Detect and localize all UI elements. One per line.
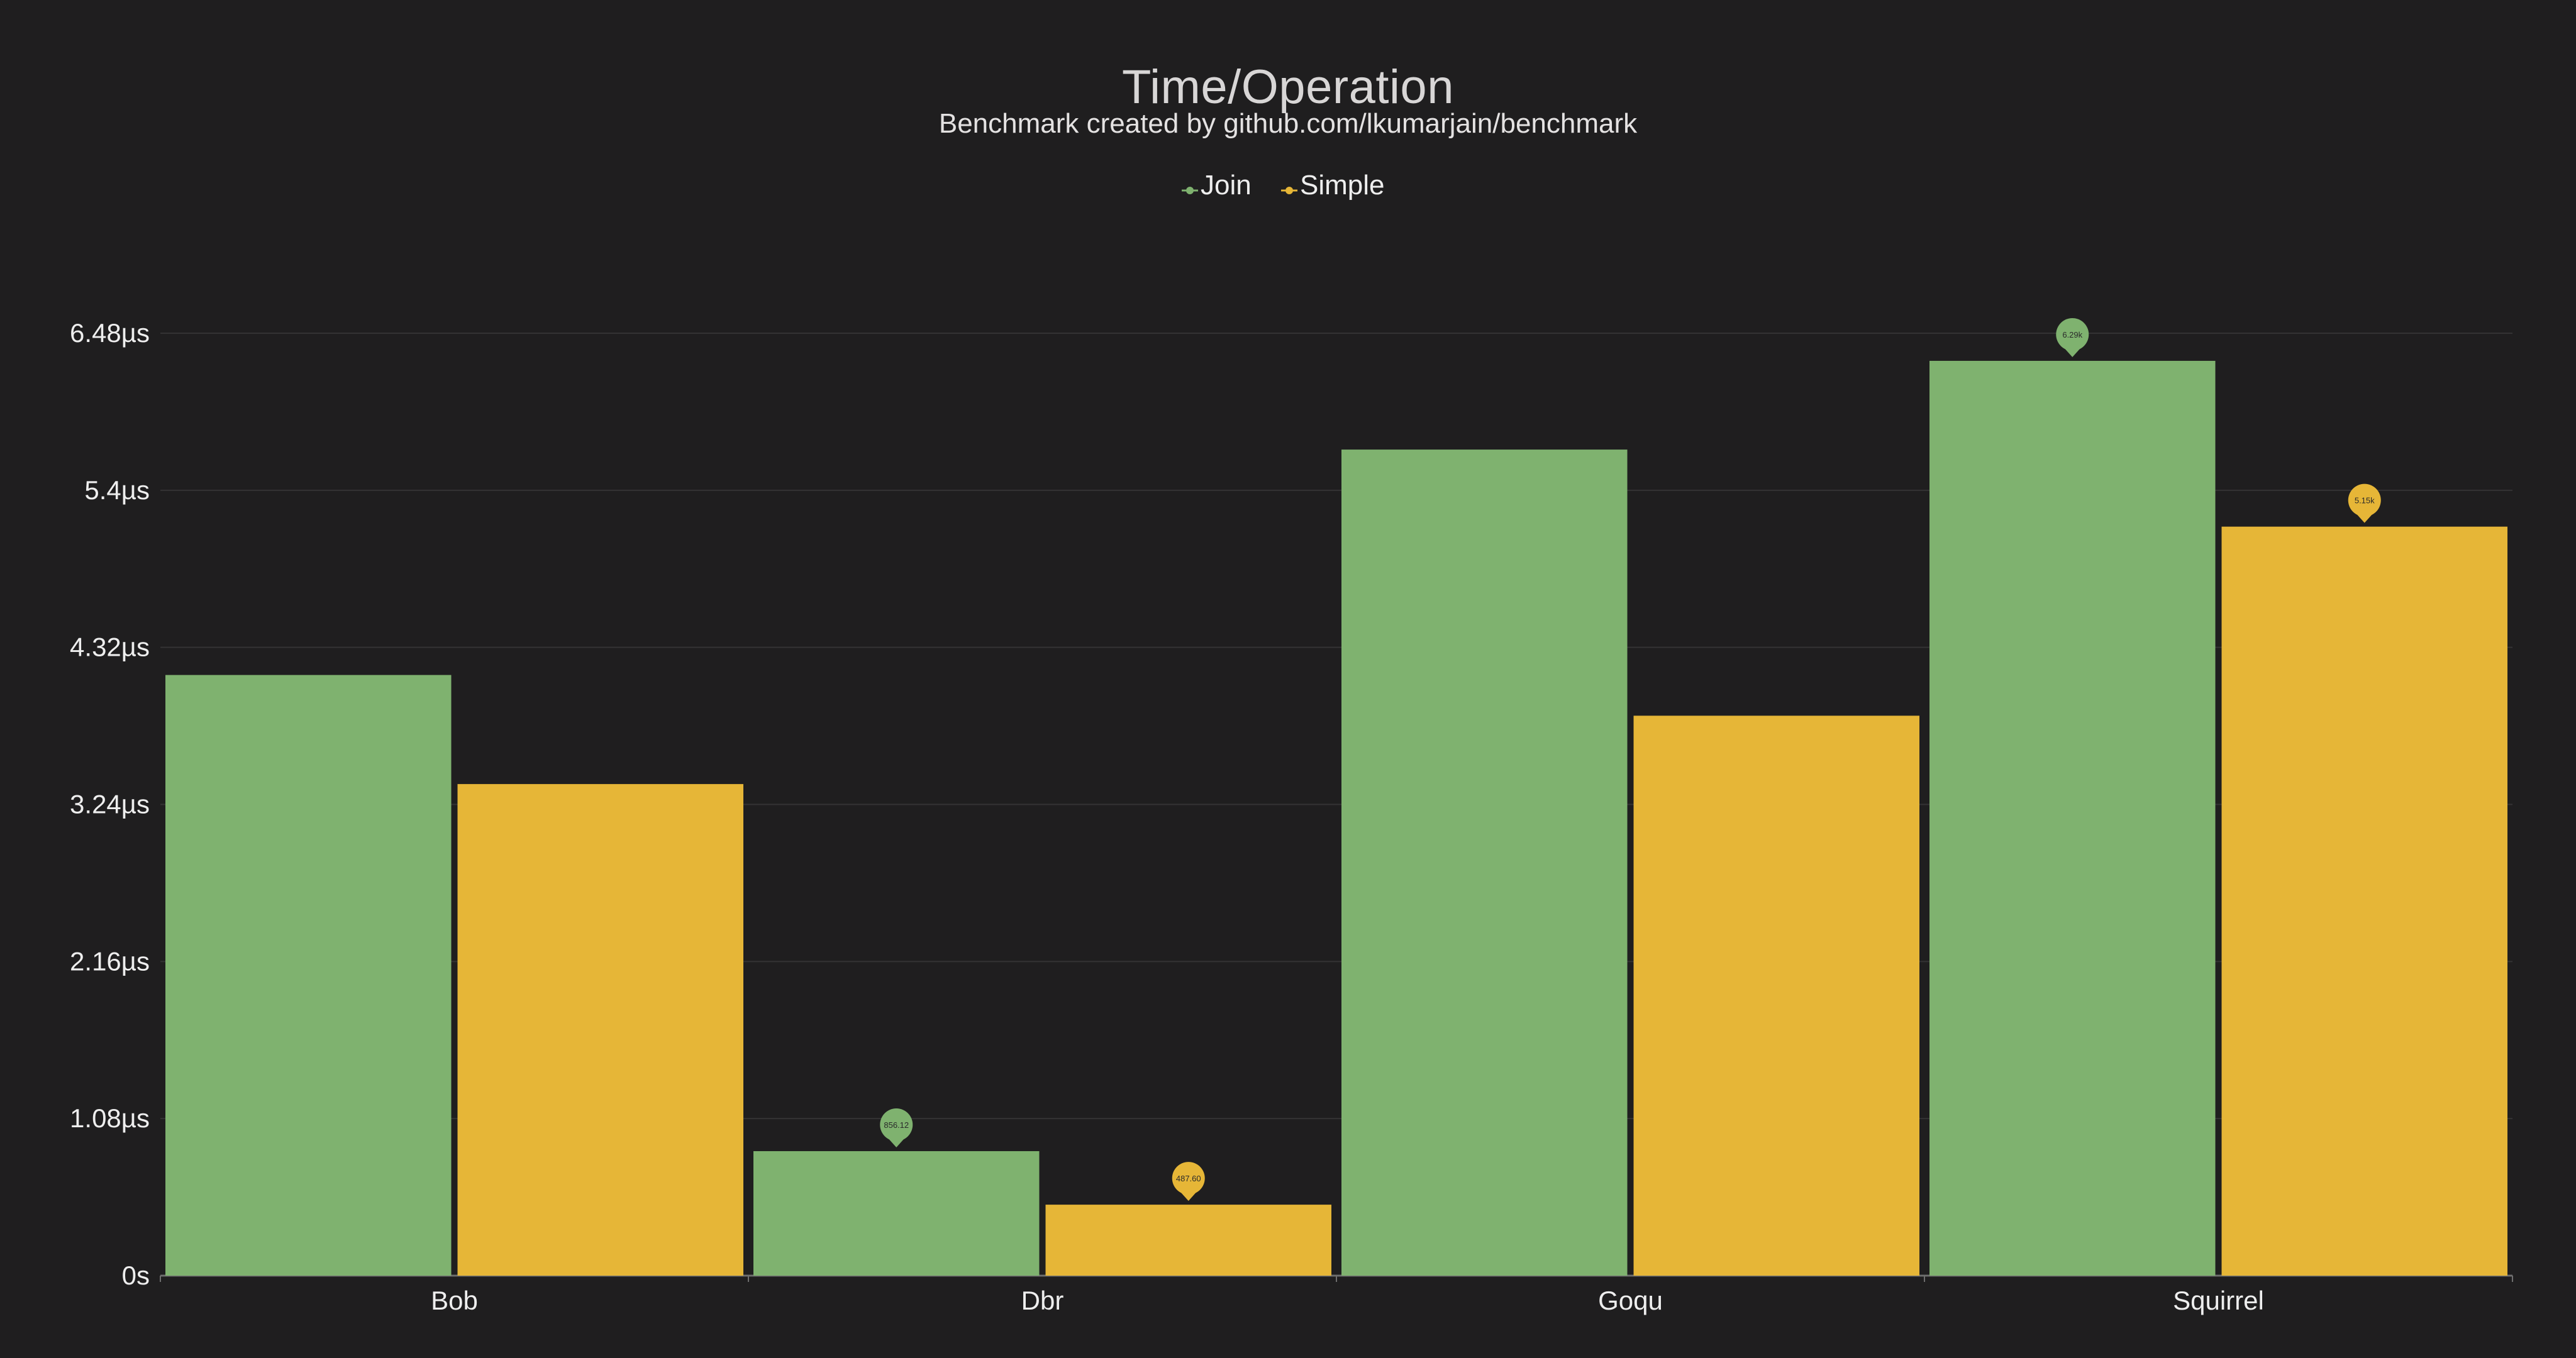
legend-item-simple[interactable]: Simple xyxy=(1281,170,1385,201)
legend-item-join[interactable]: Join xyxy=(1182,170,1252,201)
x-tick-label: Bob xyxy=(431,1286,478,1315)
bar-join-bob[interactable] xyxy=(165,675,452,1276)
marker-pin-simple: 487.60 xyxy=(1172,1162,1205,1201)
bar-join-goqu[interactable] xyxy=(1341,450,1628,1276)
y-tick-label: 1.08µs xyxy=(70,1103,150,1133)
marker-pin-tip xyxy=(885,1134,908,1147)
bar-join-dbr[interactable] xyxy=(753,1151,1040,1276)
marker-pin-tip xyxy=(2353,510,2376,523)
y-tick-label: 5.4µs xyxy=(84,475,150,505)
marker-pin-head xyxy=(2056,317,2089,351)
y-tick-label: 4.32µs xyxy=(70,632,150,662)
bar-simple-goqu[interactable] xyxy=(1633,715,1920,1276)
chart-subtitle: Benchmark created by github.com/lkumarja… xyxy=(938,108,1638,139)
marker-pin-simple: 5.15k xyxy=(2348,483,2381,523)
x-tick-label: Dbr xyxy=(1021,1286,1064,1315)
marker-pin-head xyxy=(1172,1162,1205,1195)
marker-pin-head xyxy=(2348,483,2381,517)
marker-label: 856.12 xyxy=(884,1120,909,1130)
marker-pin-join: 856.12 xyxy=(880,1108,913,1147)
y-tick-label: 0s xyxy=(122,1261,150,1290)
bar-simple-bob[interactable] xyxy=(457,784,744,1276)
bar-simple-dbr[interactable] xyxy=(1045,1205,1332,1276)
marker-pin-join: 6.29k xyxy=(2056,317,2089,357)
legend-label: Join xyxy=(1201,170,1252,201)
bar-join-squirrel[interactable] xyxy=(1929,360,2216,1276)
legend-label: Simple xyxy=(1300,170,1385,201)
y-tick-label: 6.48µs xyxy=(70,318,150,348)
legend-marker xyxy=(1186,187,1194,194)
marker-pin-tip xyxy=(1177,1188,1200,1201)
chart-title: Time/Operation xyxy=(1122,60,1454,114)
marker-label: 6.29k xyxy=(2062,330,2082,340)
x-tick-label: Squirrel xyxy=(2173,1286,2264,1315)
legend-marker xyxy=(1285,187,1293,194)
marker-label: 5.15k xyxy=(2355,496,2375,505)
marker-pin-head xyxy=(880,1108,913,1141)
y-tick-label: 2.16µs xyxy=(70,946,150,976)
bar-simple-squirrel[interactable] xyxy=(2221,526,2508,1276)
marker-label: 487.60 xyxy=(1176,1174,1201,1183)
marker-pin-tip xyxy=(2061,344,2084,357)
y-tick-label: 3.24µs xyxy=(70,790,150,819)
x-tick-label: Goqu xyxy=(1598,1286,1663,1315)
